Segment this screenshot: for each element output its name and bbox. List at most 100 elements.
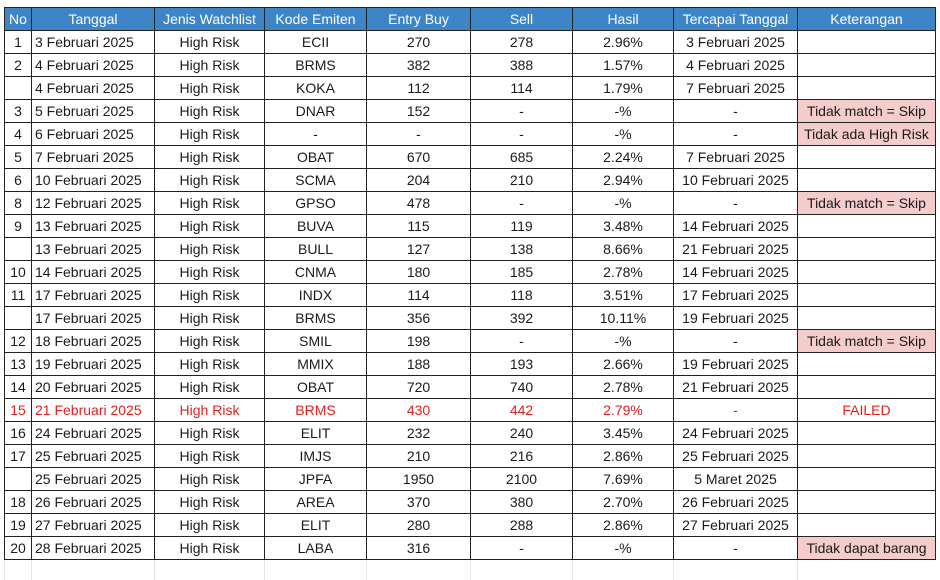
tanggal-cell[interactable]: 17 Februari 2025 [32, 307, 155, 330]
sell-cell[interactable]: 193 [471, 353, 573, 376]
empty-cell[interactable] [573, 560, 674, 580]
sell-cell[interactable]: 114 [471, 77, 573, 100]
sell-cell[interactable]: 138 [471, 238, 573, 261]
kode-emiten-cell[interactable]: KOKA [265, 77, 367, 100]
jenis-watchlist-cell[interactable]: High Risk [155, 100, 265, 123]
row-number-cell[interactable]: 11 [5, 284, 32, 307]
kode-emiten-cell[interactable]: AREA [265, 491, 367, 514]
kode-emiten-cell[interactable]: ELIT [265, 422, 367, 445]
row-number-cell[interactable]: 3 [5, 100, 32, 123]
entry-buy-cell[interactable]: 478 [367, 192, 471, 215]
tercapai-tanggal-cell[interactable]: 7 Februari 2025 [674, 77, 798, 100]
hasil-cell[interactable]: 2.96% [573, 31, 674, 54]
tercapai-tanggal-cell[interactable]: 21 Februari 2025 [674, 238, 798, 261]
tanggal-cell[interactable]: 20 Februari 2025 [32, 376, 155, 399]
sell-cell[interactable]: 2100 [471, 468, 573, 491]
sell-cell[interactable]: 388 [471, 54, 573, 77]
jenis-watchlist-cell[interactable]: High Risk [155, 399, 265, 422]
empty-cell[interactable] [265, 560, 367, 580]
jenis-watchlist-cell[interactable]: High Risk [155, 491, 265, 514]
keterangan-cell[interactable] [798, 445, 936, 468]
hasil-cell[interactable]: -% [573, 123, 674, 146]
hasil-cell[interactable]: 7.69% [573, 468, 674, 491]
row-number-cell[interactable]: 8 [5, 192, 32, 215]
header-sell[interactable]: Sell [471, 8, 573, 31]
hasil-cell[interactable]: 2.86% [573, 514, 674, 537]
entry-buy-cell[interactable]: 356 [367, 307, 471, 330]
row-number-cell[interactable]: 10 [5, 261, 32, 284]
empty-cell[interactable] [367, 560, 471, 580]
hasil-cell[interactable]: 2.78% [573, 376, 674, 399]
tercapai-tanggal-cell[interactable]: 10 Februari 2025 [674, 169, 798, 192]
tanggal-cell[interactable]: 27 Februari 2025 [32, 514, 155, 537]
hasil-cell[interactable]: 2.66% [573, 353, 674, 376]
header-jenis-watchlist[interactable]: Jenis Watchlist [155, 8, 265, 31]
sell-cell[interactable]: - [471, 100, 573, 123]
kode-emiten-cell[interactable]: BRMS [265, 399, 367, 422]
hasil-cell[interactable]: -% [573, 192, 674, 215]
header-kode-emiten[interactable]: Kode Emiten [265, 8, 367, 31]
jenis-watchlist-cell[interactable]: High Risk [155, 468, 265, 491]
kode-emiten-cell[interactable]: - [265, 123, 367, 146]
header-entry-buy[interactable]: Entry Buy [367, 8, 471, 31]
keterangan-cell[interactable] [798, 514, 936, 537]
sell-cell[interactable]: - [471, 123, 573, 146]
row-number-cell[interactable] [5, 77, 32, 100]
hasil-cell[interactable]: -% [573, 537, 674, 560]
tanggal-cell[interactable]: 25 Februari 2025 [32, 445, 155, 468]
row-number-cell[interactable]: 12 [5, 330, 32, 353]
keterangan-cell[interactable] [798, 307, 936, 330]
jenis-watchlist-cell[interactable]: High Risk [155, 307, 265, 330]
tercapai-tanggal-cell[interactable]: - [674, 537, 798, 560]
tanggal-cell[interactable]: 14 Februari 2025 [32, 261, 155, 284]
header-no[interactable]: No [5, 8, 32, 31]
tercapai-tanggal-cell[interactable]: 14 Februari 2025 [674, 215, 798, 238]
tanggal-cell[interactable]: 18 Februari 2025 [32, 330, 155, 353]
entry-buy-cell[interactable]: 204 [367, 169, 471, 192]
kode-emiten-cell[interactable]: MMIX [265, 353, 367, 376]
tanggal-cell[interactable]: 3 Februari 2025 [32, 31, 155, 54]
tercapai-tanggal-cell[interactable]: 4 Februari 2025 [674, 54, 798, 77]
entry-buy-cell[interactable]: 188 [367, 353, 471, 376]
keterangan-cell[interactable] [798, 31, 936, 54]
tercapai-tanggal-cell[interactable]: 19 Februari 2025 [674, 353, 798, 376]
sell-cell[interactable]: 210 [471, 169, 573, 192]
jenis-watchlist-cell[interactable]: High Risk [155, 77, 265, 100]
jenis-watchlist-cell[interactable]: High Risk [155, 31, 265, 54]
empty-cell[interactable] [155, 560, 265, 580]
tanggal-cell[interactable]: 10 Februari 2025 [32, 169, 155, 192]
tercapai-tanggal-cell[interactable]: 17 Februari 2025 [674, 284, 798, 307]
tanggal-cell[interactable]: 21 Februari 2025 [32, 399, 155, 422]
entry-buy-cell[interactable]: 198 [367, 330, 471, 353]
hasil-cell[interactable]: 3.48% [573, 215, 674, 238]
kode-emiten-cell[interactable]: OBAT [265, 376, 367, 399]
tercapai-tanggal-cell[interactable]: 26 Februari 2025 [674, 491, 798, 514]
keterangan-cell[interactable]: Tidak match = Skip [798, 100, 936, 123]
row-number-cell[interactable]: 20 [5, 537, 32, 560]
tercapai-tanggal-cell[interactable]: - [674, 330, 798, 353]
entry-buy-cell[interactable]: 115 [367, 215, 471, 238]
jenis-watchlist-cell[interactable]: High Risk [155, 54, 265, 77]
tanggal-cell[interactable]: 26 Februari 2025 [32, 491, 155, 514]
jenis-watchlist-cell[interactable]: High Risk [155, 146, 265, 169]
kode-emiten-cell[interactable]: BRMS [265, 54, 367, 77]
hasil-cell[interactable]: 1.79% [573, 77, 674, 100]
keterangan-cell[interactable] [798, 353, 936, 376]
sell-cell[interactable]: 240 [471, 422, 573, 445]
row-number-cell[interactable]: 2 [5, 54, 32, 77]
tercapai-tanggal-cell[interactable]: 3 Februari 2025 [674, 31, 798, 54]
hasil-cell[interactable]: 1.57% [573, 54, 674, 77]
entry-buy-cell[interactable]: 670 [367, 146, 471, 169]
entry-buy-cell[interactable]: - [367, 123, 471, 146]
entry-buy-cell[interactable]: 430 [367, 399, 471, 422]
hasil-cell[interactable]: 3.45% [573, 422, 674, 445]
kode-emiten-cell[interactable]: GPSO [265, 192, 367, 215]
kode-emiten-cell[interactable]: JPFA [265, 468, 367, 491]
hasil-cell[interactable]: 2.24% [573, 146, 674, 169]
hasil-cell[interactable]: 2.79% [573, 399, 674, 422]
sell-cell[interactable]: 216 [471, 445, 573, 468]
row-number-cell[interactable]: 6 [5, 169, 32, 192]
header-tanggal[interactable]: Tanggal [32, 8, 155, 31]
entry-buy-cell[interactable]: 152 [367, 100, 471, 123]
keterangan-cell[interactable] [798, 169, 936, 192]
